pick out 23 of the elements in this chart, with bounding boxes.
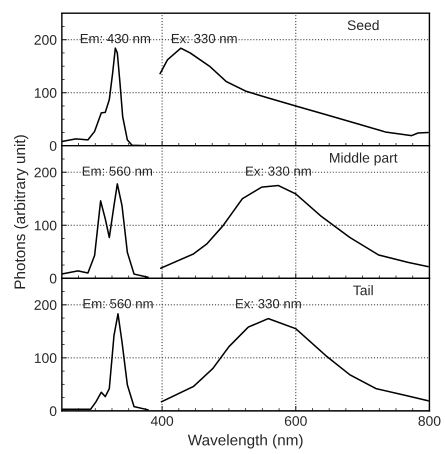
y-tick-label: 100 — [34, 353, 56, 364]
y-tick-label: 0 — [50, 274, 56, 284]
y-tick-label: 100 — [34, 88, 56, 98]
x-tick-label: 600 — [284, 416, 307, 426]
x-tick-label: 400 — [150, 416, 174, 426]
x-axis-title: Wavelength (nm) — [188, 434, 303, 448]
annotation: Ex: 330 nm — [236, 299, 301, 308]
y-tick-label: 200 — [34, 35, 56, 45]
chart-title: Middle part — [330, 152, 398, 166]
annotation: Ex: 330 nm — [172, 34, 237, 44]
y-tick-label: 0 — [50, 141, 56, 151]
annotation: Em: 430 nm — [80, 34, 150, 44]
y-tick-label: 100 — [34, 220, 56, 230]
annotation: Em: 560 nm — [84, 299, 153, 308]
chart-title: Seed — [348, 20, 379, 30]
y-tick-label: 200 — [34, 168, 56, 178]
chart-title: Tail — [353, 285, 373, 296]
annotation: Ex: 330 nm — [246, 166, 311, 176]
annotation: Em: 560 nm — [82, 166, 152, 176]
y-axis-title: Photons (arbitrary unit) — [14, 135, 28, 288]
y-tick-label: 0 — [50, 406, 56, 416]
x-tick-label: 800 — [418, 416, 440, 426]
y-tick-label: 200 — [34, 300, 56, 310]
